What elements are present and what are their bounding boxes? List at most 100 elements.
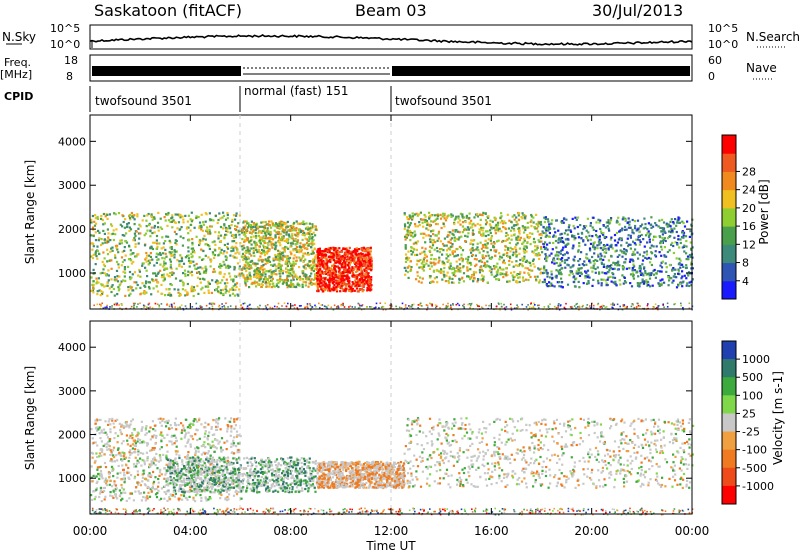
heat-cell [526,241,529,244]
heat-cell [318,274,322,277]
heat-cell [606,243,609,246]
heat-cell [249,239,252,242]
heat-cell [258,279,261,282]
heat-cell [107,232,110,235]
heat-cell [523,239,526,242]
heat-cell [448,234,451,237]
heat-cell [222,275,225,279]
heat-cell [354,265,357,269]
heat-cell [116,304,118,306]
heat-cell [268,255,271,259]
heat-cell [364,257,367,260]
heat-cell [243,240,246,243]
heat-cell [163,260,166,263]
heat-cell [199,281,202,284]
heat-cell [642,255,645,258]
freq-label-line1: Freq. [4,56,31,69]
heat-cell [334,249,337,252]
heat-cell [441,215,444,218]
heat-cell [439,307,441,309]
heat-cell [631,258,634,261]
heat-cell [369,261,372,264]
heat-cell [201,229,204,232]
heat-cell [493,216,496,219]
heat-cell [173,256,176,259]
heat-cell [343,289,346,292]
heat-cell [605,236,608,239]
heat-cell [521,263,524,266]
heat-cell [329,274,332,278]
heat-cell [157,271,160,274]
heat-cell [358,303,361,306]
heat-cell [572,224,575,228]
heat-cell [552,257,555,260]
heat-cell [623,305,626,308]
heat-cell [145,251,148,255]
freq-panel: Freq. [MHz] 18 8 60 0 Nave [0,54,777,83]
heat-cell [455,229,458,232]
heat-cell [575,272,578,275]
heat-cell [473,216,476,219]
heat-cell [92,245,95,248]
heat-cell [413,253,417,257]
heat-cell [315,268,319,271]
heat-cell [276,306,278,308]
heat-cell [351,306,354,308]
heat-cell [507,248,510,251]
heat-cell [506,234,509,237]
heat-cell [342,288,345,291]
heat-cell [272,285,275,288]
heat-cell [540,240,543,243]
heat-cell [232,214,236,217]
heat-cell [623,276,626,279]
heat-cell [338,285,341,288]
heat-cell [148,281,151,284]
heat-cell [591,284,594,287]
heat-cell [519,236,523,239]
heat-cell [363,247,366,250]
heat-cell [257,269,260,272]
heat-cell [187,246,190,249]
heat-cell [175,267,178,270]
heat-cell [144,232,148,235]
heat-cell [349,256,352,259]
heat-cell [117,251,120,254]
heat-cell [428,225,431,228]
heat-cell [202,223,205,226]
heat-cell [290,237,293,240]
heat-cell [679,241,682,245]
heat-cell [571,217,574,220]
heat-cell [145,280,148,283]
heat-cell [102,229,105,232]
heat-cell [471,249,474,252]
heat-cell [453,219,456,222]
heat-cell [266,261,269,264]
heat-cell [597,282,600,285]
heat-cell [666,306,669,308]
heat-cell [213,270,217,273]
heat-cell [104,215,107,218]
heat-cell [184,294,187,297]
heat-cell [416,274,419,277]
heat-cell [469,242,472,245]
heat-cell [350,286,353,289]
heat-cell [497,239,500,242]
heat-cell [421,277,424,280]
heat-cell [629,273,633,276]
heat-cell [159,253,162,256]
heat-cell [285,283,288,286]
heat-cell [231,292,235,295]
heat-cell [555,219,558,222]
heat-cell [430,238,433,241]
heat-cell [637,227,640,230]
heat-cell [484,212,487,215]
heat-cell [561,240,565,243]
heat-cell [236,251,239,254]
heat-cell [157,281,160,284]
heat-cell [296,276,299,279]
heat-cell [162,252,165,255]
heat-cell [439,213,442,216]
heat-cell [248,267,251,270]
heat-cell [678,257,681,260]
heat-cell [321,256,324,259]
